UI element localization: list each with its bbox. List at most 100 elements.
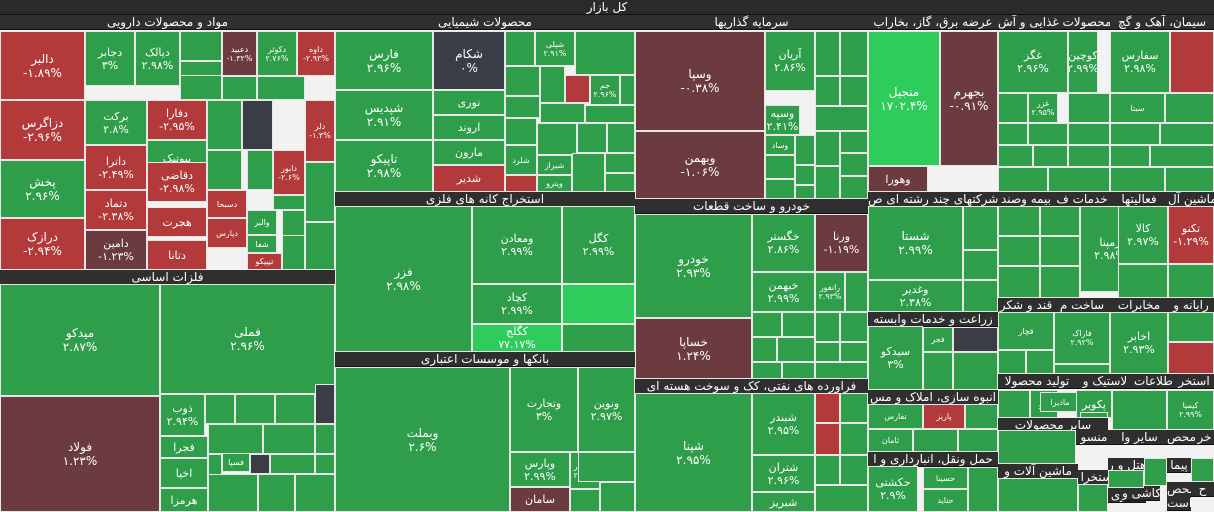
stock-tile[interactable]: شپنا ۲.۹۵% bbox=[635, 393, 752, 512]
stock-tile[interactable]: خگستر ۲.۸۶% bbox=[752, 214, 815, 272]
stock-tile-unlabeled[interactable] bbox=[963, 280, 998, 312]
stock-tile-unlabeled[interactable] bbox=[840, 423, 868, 455]
stock-tile-unlabeled[interactable] bbox=[572, 153, 605, 192]
stock-tile[interactable]: اخیا bbox=[160, 458, 208, 488]
stock-tile[interactable]: شبندر ۲.۹۵% bbox=[752, 393, 815, 455]
sector-header-sayerva[interactable]: سایر وا bbox=[1112, 430, 1167, 445]
stock-tile[interactable]: فملی ۲.۹۶% bbox=[160, 284, 335, 394]
stock-tile-unlabeled[interactable] bbox=[840, 76, 868, 106]
stock-tile[interactable]: کگلج ۷۷.۱۷% bbox=[472, 324, 562, 352]
stock-tile[interactable]: برکت ۲.۸% bbox=[85, 100, 147, 145]
stock-tile-unlabeled[interactable] bbox=[1033, 145, 1068, 167]
stock-tile-unlabeled[interactable] bbox=[207, 150, 242, 190]
stock-tile[interactable]: دتانا bbox=[147, 240, 207, 270]
stock-tile-unlabeled[interactable] bbox=[795, 165, 815, 185]
stock-tile-unlabeled[interactable] bbox=[1168, 342, 1214, 374]
stock-tile-unlabeled[interactable] bbox=[840, 31, 868, 76]
stock-tile[interactable]: اخابر ۲.۹۳% bbox=[1110, 312, 1168, 374]
sector-header-ah[interactable]: ح bbox=[1191, 482, 1214, 497]
stock-tile[interactable]: نوری bbox=[433, 90, 505, 115]
stock-tile[interactable]: وتجارت ۳% bbox=[510, 367, 578, 452]
stock-tile-unlabeled[interactable] bbox=[968, 467, 998, 512]
stock-tile-unlabeled[interactable] bbox=[1110, 123, 1160, 145]
stock-tile-unlabeled[interactable] bbox=[1068, 123, 1110, 145]
stock-tile-unlabeled[interactable] bbox=[505, 118, 537, 145]
stock-tile-unlabeled[interactable] bbox=[923, 352, 953, 390]
stock-tile-unlabeled[interactable] bbox=[282, 235, 305, 270]
stock-tile-unlabeled[interactable] bbox=[815, 342, 840, 362]
stock-tile[interactable]: ونوین ۲.۹۷% bbox=[578, 367, 635, 452]
sector-header-shimi[interactable]: محصولات شیمیایی bbox=[335, 15, 635, 30]
stock-tile-unlabeled[interactable] bbox=[577, 123, 607, 153]
stock-tile-unlabeled[interactable] bbox=[1026, 350, 1054, 374]
stock-tile-unlabeled[interactable] bbox=[765, 155, 795, 179]
stock-tile[interactable]: درازک -۲.۹۴% bbox=[0, 218, 85, 270]
stock-tile-unlabeled[interactable] bbox=[815, 76, 840, 106]
stock-tile-unlabeled[interactable] bbox=[998, 430, 1076, 464]
stock-tile[interactable]: دیارس bbox=[207, 218, 247, 248]
stock-tile-unlabeled[interactable] bbox=[208, 474, 258, 512]
stock-tile[interactable]: حتاید bbox=[923, 489, 968, 512]
stock-tile-unlabeled[interactable] bbox=[913, 429, 958, 452]
stock-tile-unlabeled[interactable] bbox=[540, 66, 565, 103]
stock-tile[interactable]: غگز ۲.۹۶% bbox=[998, 31, 1068, 93]
stock-tile-unlabeled[interactable] bbox=[782, 312, 815, 337]
sector-header-haml[interactable]: حمل ونقل، انبارداری و ا bbox=[868, 452, 998, 467]
stock-tile-unlabeled[interactable] bbox=[505, 96, 540, 118]
stock-tile-unlabeled[interactable] bbox=[1028, 123, 1068, 145]
stock-tile-unlabeled[interactable] bbox=[505, 66, 540, 96]
sector-header-faaliyat[interactable]: فعالیتها bbox=[1110, 192, 1168, 207]
stock-tile-unlabeled[interactable] bbox=[1191, 458, 1214, 482]
stock-tile[interactable]: کیمیا ۲.۹۹% bbox=[1167, 390, 1214, 430]
stock-tile-unlabeled[interactable] bbox=[273, 195, 305, 210]
stock-tile-unlabeled[interactable] bbox=[998, 478, 1078, 512]
stock-tile-unlabeled[interactable] bbox=[998, 145, 1033, 167]
stock-tile-unlabeled[interactable] bbox=[840, 455, 868, 485]
stock-tile-unlabeled[interactable] bbox=[570, 489, 600, 512]
stock-tile[interactable]: دیالک ۲.۹۸% bbox=[135, 31, 180, 86]
sector-header-siman[interactable]: سیمان، آهک و گچ bbox=[1110, 15, 1214, 30]
stock-tile-unlabeled[interactable] bbox=[998, 206, 1040, 236]
stock-tile-unlabeled[interactable] bbox=[208, 424, 263, 454]
stock-tile-unlabeled[interactable] bbox=[815, 423, 840, 455]
stock-tile[interactable]: فسپا bbox=[222, 452, 250, 472]
stock-tile-unlabeled[interactable] bbox=[607, 123, 635, 153]
stock-tile[interactable]: شپلی ۲.۹۱% bbox=[535, 31, 575, 66]
sector-header-mokhaberat[interactable]: مخابرات bbox=[1110, 298, 1168, 313]
stock-tile[interactable]: شلرد bbox=[505, 145, 537, 175]
stock-tile-unlabeled[interactable] bbox=[815, 455, 840, 485]
stock-tile[interactable]: پخش ۲.۹۶% bbox=[0, 160, 85, 218]
stock-tile-unlabeled[interactable] bbox=[815, 131, 840, 166]
stock-tile[interactable]: شبریز bbox=[752, 492, 815, 512]
stock-tile-unlabeled[interactable] bbox=[815, 393, 840, 423]
sector-header-sarmaye[interactable]: سرمایه گذاریها bbox=[635, 15, 868, 30]
stock-tile[interactable]: میدکو ۲.۸۷% bbox=[0, 284, 160, 396]
stock-tile[interactable]: شکام ۰% bbox=[433, 31, 505, 90]
sector-header-bank[interactable]: بانکها و موسسات اعتباری bbox=[335, 352, 635, 367]
sector-header-sakhtm[interactable]: ساخت م bbox=[1054, 298, 1110, 313]
stock-tile[interactable]: سیدکو ۳% bbox=[868, 326, 923, 390]
stock-tile[interactable]: سبتا bbox=[1110, 93, 1165, 123]
stock-tile[interactable]: شستا ۲.۹۹% bbox=[868, 206, 963, 280]
stock-tile[interactable]: شفا bbox=[247, 235, 277, 253]
stock-tile-unlabeled[interactable] bbox=[795, 185, 815, 199]
sector-header-estekhraj[interactable]: استخر bbox=[1174, 374, 1214, 389]
stock-tile[interactable]: مادیرا bbox=[1040, 392, 1080, 412]
stock-tile[interactable]: دلر -۱.۳% bbox=[305, 100, 335, 162]
stock-tile-unlabeled[interactable] bbox=[815, 485, 868, 512]
stock-tile[interactable]: ثامان bbox=[868, 429, 913, 452]
stock-tile[interactable]: سامان bbox=[510, 487, 570, 512]
sector-header-zeraat[interactable]: زراعت و خدمات وابسته bbox=[868, 312, 998, 327]
stock-tile[interactable]: وسپه ۲.۴۱% bbox=[765, 105, 800, 135]
stock-tile-unlabeled[interactable] bbox=[575, 31, 635, 75]
stock-tile[interactable]: دزاگرس -۲.۹۶% bbox=[0, 100, 85, 160]
stock-tile[interactable]: کچاد ۲.۹۹% bbox=[472, 284, 562, 324]
stock-tile[interactable]: وساد bbox=[765, 135, 795, 155]
stock-tile-unlabeled[interactable] bbox=[578, 452, 635, 482]
stock-tile-unlabeled[interactable] bbox=[1040, 236, 1080, 266]
stock-tile-unlabeled[interactable] bbox=[1068, 93, 1110, 123]
sector-header-daroo[interactable]: مواد و محصولات دارویی bbox=[0, 15, 335, 30]
stock-tile[interactable]: آریان ۲.۸۶% bbox=[765, 31, 815, 91]
stock-tile[interactable]: وسپا -۰.۳۸% bbox=[635, 31, 765, 131]
stock-tile-unlabeled[interactable] bbox=[963, 250, 998, 280]
